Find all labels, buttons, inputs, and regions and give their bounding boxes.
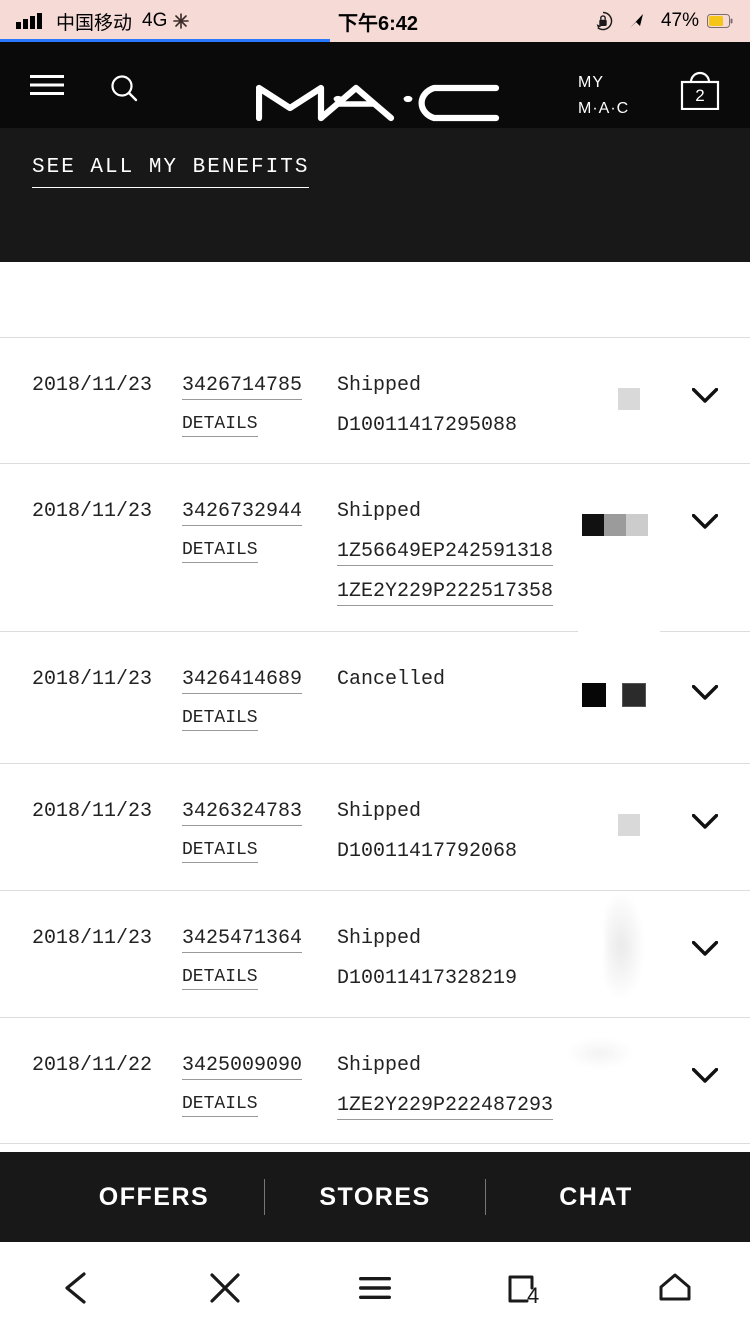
svg-text:4: 4 (527, 1283, 539, 1305)
svg-text:2: 2 (695, 86, 704, 105)
